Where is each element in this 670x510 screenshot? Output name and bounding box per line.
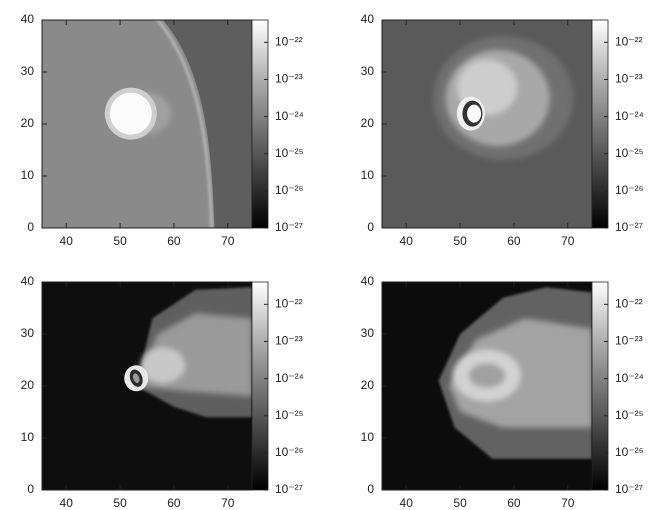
x-tick-label: 50 [113,496,127,510]
cloud-bright [141,347,186,384]
colorbar-tick-label: 10⁻²² [615,297,643,311]
colorbar-tick-label: 10⁻²³ [275,72,303,86]
x-tick-label: 70 [561,234,575,248]
y-tick-label: 0 [27,482,34,496]
colorbar-tick-label: 10⁻²⁷ [275,482,303,496]
x-tick-label: 60 [507,496,521,510]
y-tick-label: 10 [361,168,375,182]
heatmap-image [42,282,252,490]
y-tick-label: 10 [21,168,35,182]
colorbar-tick-label: 10⁻²³ [615,334,643,348]
colorbar-tick-label: 10⁻²⁶ [615,183,644,197]
colorbar-tick-label: 10⁻²² [275,297,303,311]
colorbar-tick-label: 10⁻²² [275,35,303,49]
colorbar [251,19,269,229]
shock-front [156,20,214,228]
heatmap-image [42,20,252,228]
y-tick-label: 40 [361,12,375,26]
colorbar [251,281,269,491]
colorbar-tick-label: 10⁻²² [615,35,643,49]
y-tick-label: 30 [361,64,375,78]
colorbar-tick-label: 10⁻²⁶ [275,183,304,197]
y-tick-label: 10 [361,430,375,444]
y-tick-label: 0 [367,482,374,496]
heatmap-image [382,282,592,490]
heatmap-panel: 40 50 60 70 0 10 20 30 40 10⁻²² 10⁻²³ 10⁻²⁴ 10⁻²⁵ 10⁻… [361,274,644,510]
core [109,92,152,135]
cloud-core [469,363,505,388]
colorbar-tick-label: 10⁻²⁵ [275,408,304,422]
y-tick-label: 20 [21,116,35,130]
colorbar-tick-label: 10⁻²⁴ [275,371,304,385]
colorbar [591,281,609,491]
x-tick-label: 40 [400,234,414,248]
colorbar-tick-label: 10⁻²⁴ [615,109,644,123]
x-tick-label: 50 [453,496,467,510]
core [132,373,140,384]
x-tick-label: 50 [113,234,127,248]
colorbar-tick-label: 10⁻²⁴ [275,109,304,123]
colorbar-tick-label: 10⁻²⁴ [615,371,644,385]
y-tick-label: 20 [21,378,35,392]
y-tick-label: 20 [361,378,375,392]
x-tick-label: 60 [507,234,521,248]
x-tick-label: 70 [561,496,575,510]
shock-region [163,20,252,228]
colorbar-tick-label: 10⁻²⁷ [615,220,643,234]
y-tick-label: 10 [21,430,35,444]
x-tick-label: 60 [167,496,181,510]
core [467,104,482,123]
x-tick-label: 70 [221,496,235,510]
x-tick-label: 50 [453,234,467,248]
x-tick-label: 40 [60,234,74,248]
colorbar-tick-label: 10⁻²⁷ [615,482,643,496]
y-tick-label: 0 [27,220,34,234]
colorbar-tick-label: 10⁻²⁵ [275,146,304,160]
heatmap-panel: 40 50 60 70 0 10 20 30 40 10⁻²² 10⁻²³ 10⁻²⁴ 10⁻²⁵ 10⁻… [21,12,304,248]
colorbar-tick-label: 10⁻²³ [275,334,303,348]
y-tick-label: 20 [361,116,375,130]
colorbar-tick-label: 10⁻²⁶ [615,445,644,459]
colorbar [591,19,609,229]
colorbar-tick-label: 10⁻²⁵ [615,408,644,422]
heatmap-image [382,20,592,228]
colorbar-tick-label: 10⁻²⁷ [275,220,303,234]
y-tick-label: 30 [21,64,35,78]
colorbar-tick-label: 10⁻²⁵ [615,146,644,160]
heatmap-panel: 40 50 60 70 0 10 20 30 40 10⁻²² 10⁻²³ 10⁻²⁴ 10⁻²⁵ 10⁻… [21,274,304,510]
x-tick-label: 40 [60,496,74,510]
y-tick-label: 30 [361,326,375,340]
heatmap-panel: 40 50 60 70 0 10 20 30 40 10⁻²² 10⁻²³ 10⁻²⁴ 10⁻²⁵ 10⁻… [361,12,644,248]
y-tick-label: 30 [21,326,35,340]
x-tick-label: 70 [221,234,235,248]
x-tick-label: 60 [167,234,181,248]
y-tick-label: 40 [361,274,375,288]
y-tick-label: 40 [21,274,35,288]
colorbar-tick-label: 10⁻²³ [615,72,643,86]
y-tick-label: 40 [21,12,35,26]
y-tick-label: 0 [367,220,374,234]
x-tick-label: 40 [400,496,414,510]
colorbar-tick-label: 10⁻²⁶ [275,445,304,459]
